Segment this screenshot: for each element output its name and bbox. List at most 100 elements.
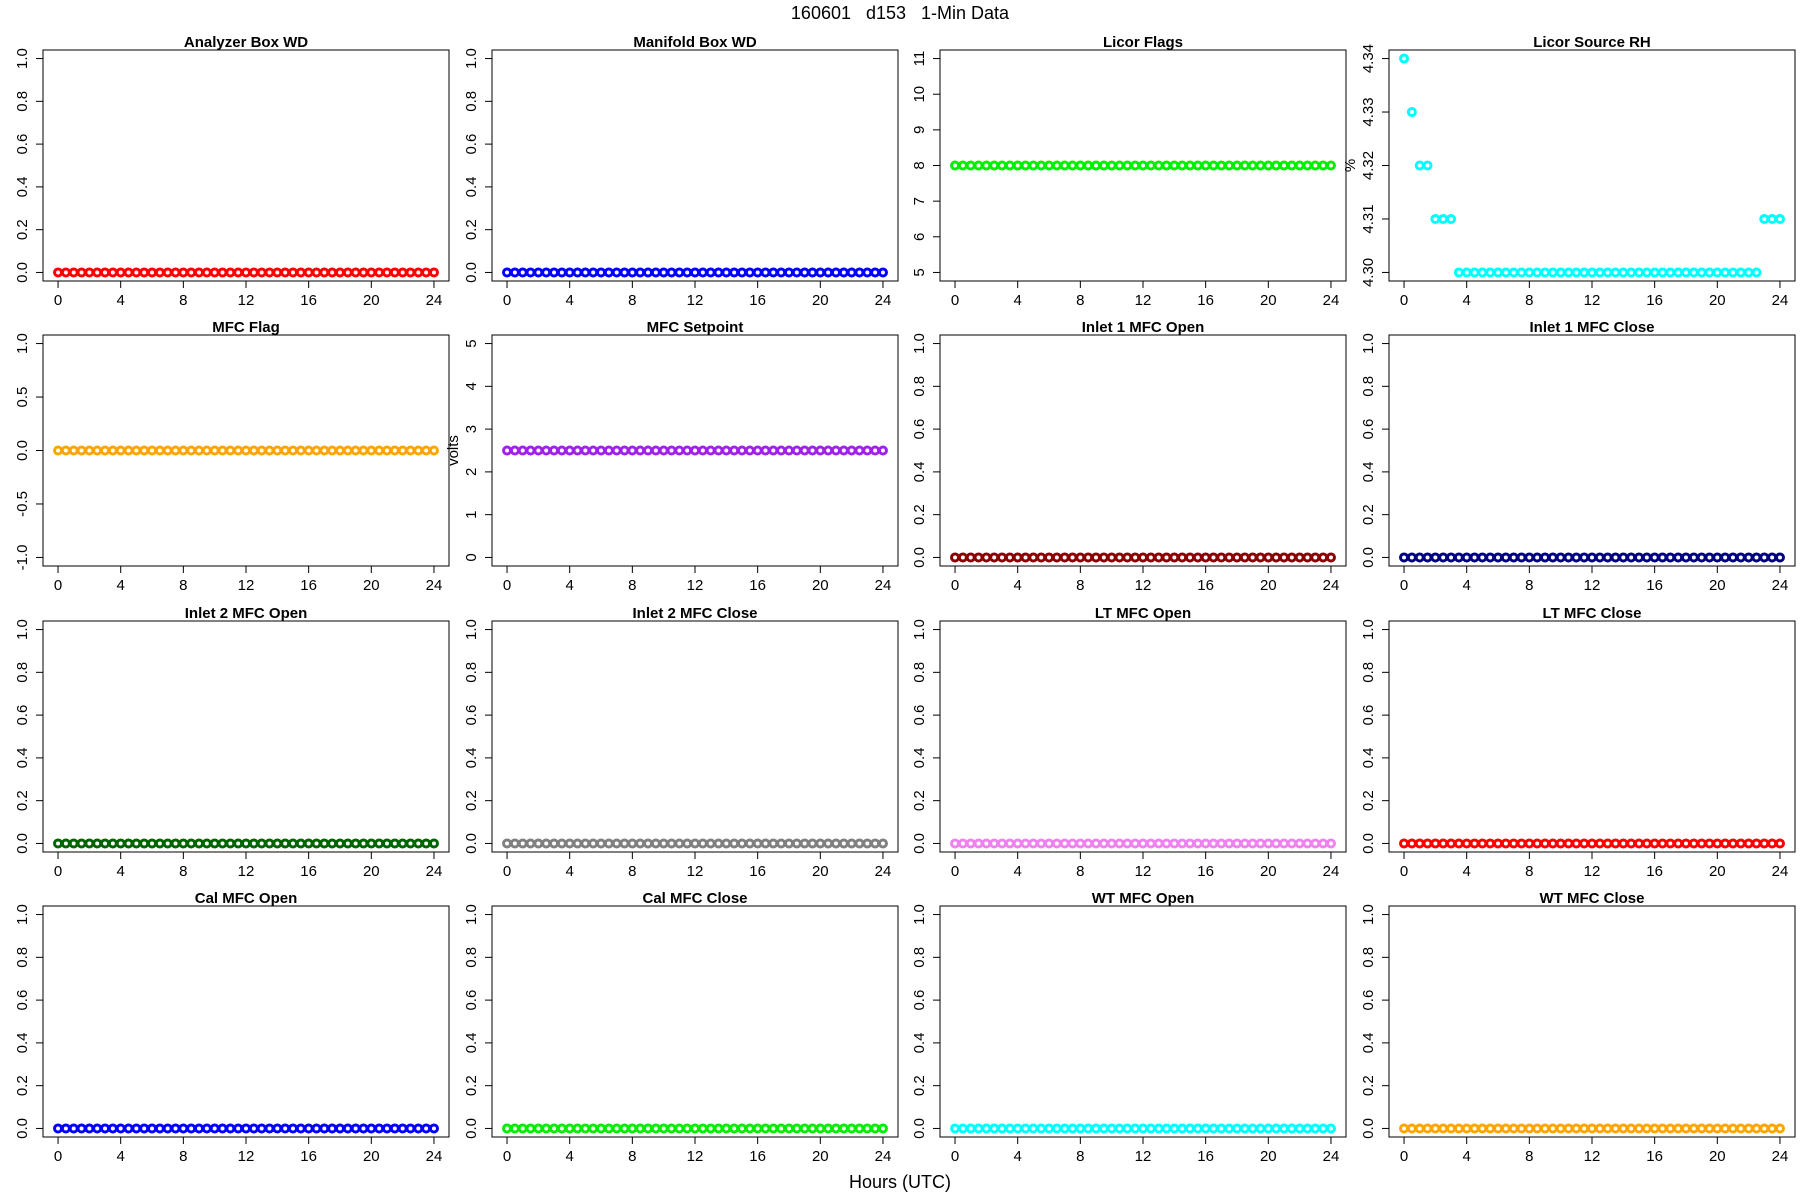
point [1532,552,1543,563]
point [1138,552,1148,563]
point [799,267,810,278]
point [287,267,298,278]
x-tick-label: 4 [117,577,125,594]
point [690,838,700,849]
point [334,838,345,849]
point [1430,1123,1441,1134]
point [1422,160,1433,171]
point [1657,838,1668,849]
y-tick-label: 11 [911,51,928,67]
point [1083,552,1094,563]
point [556,267,567,278]
point [564,838,575,849]
y-tick-label: 0.2 [911,1075,928,1096]
point [752,445,763,456]
point [807,267,818,278]
point [217,1123,228,1134]
point [838,838,849,849]
point [783,838,794,849]
point [1138,160,1148,171]
point [957,160,968,171]
point [186,1123,197,1134]
point [413,267,424,278]
point [854,1123,865,1134]
point [76,1123,87,1134]
point [1075,552,1086,563]
point [1169,160,1180,171]
point [957,838,968,849]
point [815,838,826,849]
point [736,267,747,278]
point [1278,552,1289,563]
point [580,838,591,849]
point [1004,552,1015,563]
point [201,445,212,456]
point [233,445,244,456]
point [366,1123,377,1134]
point [295,445,306,456]
point [194,1123,205,1134]
point [1098,1123,1109,1134]
point [311,267,322,278]
point [428,1123,439,1134]
point [1247,552,1258,563]
point [549,1123,560,1134]
x-tick-label: 16 [1646,1148,1663,1165]
point [280,267,291,278]
y-tick-label: 0.6 [1360,705,1377,726]
point [1200,160,1211,171]
point [635,445,646,456]
point [517,445,528,456]
point [697,267,708,278]
point [556,1123,567,1134]
point [1020,838,1031,849]
point [1767,838,1778,849]
point [1461,838,1472,849]
point [580,1123,591,1134]
point [1310,838,1321,849]
panel-title: MFC Flag [212,319,280,336]
point [1665,1123,1676,1134]
point [154,445,165,456]
x-tick-label: 20 [1709,292,1726,309]
plot-frame [491,49,899,282]
point [334,1123,345,1134]
x-tick-label: 0 [54,292,62,309]
point [1571,1123,1582,1134]
point [1271,160,1282,171]
x-tick-label: 24 [875,292,892,309]
point [1453,838,1464,849]
point [973,552,984,563]
point [1508,1123,1519,1134]
x-tick-label: 8 [1076,577,1084,594]
point [1414,552,1425,563]
point [556,838,567,849]
point [1318,160,1329,171]
point [697,445,708,456]
x-tick-label: 12 [1584,863,1601,880]
point [643,838,654,849]
point [1169,838,1180,849]
point [1114,838,1125,849]
x-tick-label: 12 [238,577,255,594]
point [989,838,1000,849]
point [981,838,992,849]
point [1161,1123,1172,1134]
point [1044,160,1055,171]
point [596,267,607,278]
point [366,445,377,456]
point [1184,838,1195,849]
y-tick-label: 1.0 [463,619,480,640]
point [564,1123,575,1134]
point [209,1123,220,1134]
point [115,1123,126,1134]
point [768,445,779,456]
point [1712,552,1723,563]
x-tick-label: 12 [687,863,704,880]
point [1696,838,1707,849]
point [768,838,779,849]
point [381,445,392,456]
point [1688,552,1699,563]
plot-frame [491,620,899,853]
point [830,838,841,849]
